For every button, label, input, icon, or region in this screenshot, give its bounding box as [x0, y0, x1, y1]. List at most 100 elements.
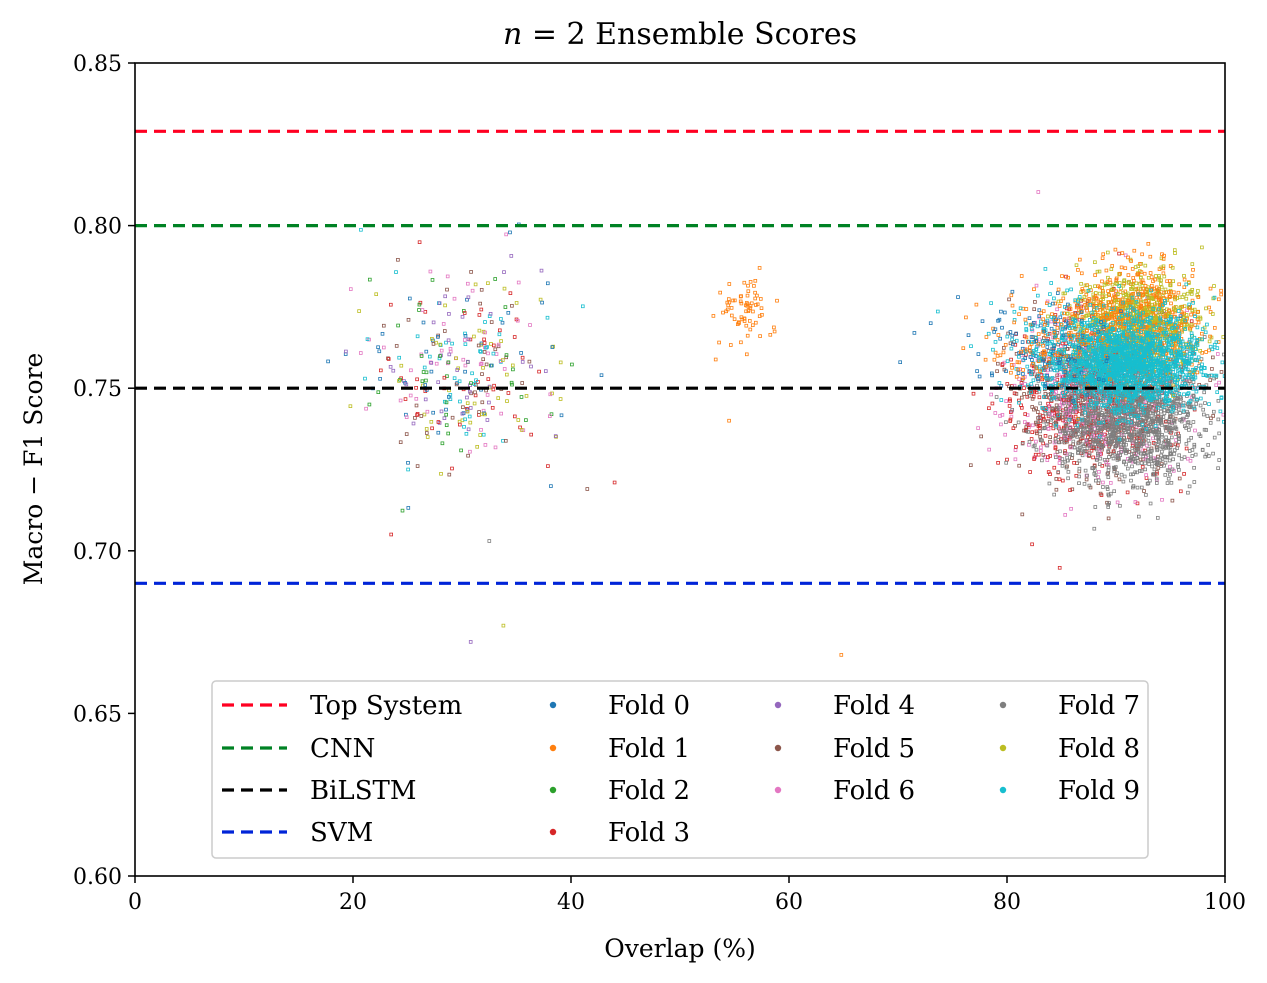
point-fold-8-195 — [439, 471, 443, 476]
point-fold-1-407 — [772, 329, 777, 334]
point-fold-4-154 — [344, 349, 348, 354]
point-fold-6-770 — [989, 392, 993, 397]
point-fold-0-197 — [519, 351, 523, 355]
point-fold-6-1542 — [1133, 500, 1138, 504]
point-fold-7-3283 — [1172, 419, 1176, 423]
point-fold-7-2571 — [1186, 438, 1191, 443]
point-fold-1-408 — [729, 343, 733, 347]
point-fold-3-1482 — [1011, 426, 1016, 430]
point-fold-9-81 — [427, 354, 432, 359]
point-fold-7-3296 — [1186, 413, 1190, 417]
point-fold-3-1738 — [1061, 478, 1065, 483]
point-fold-7-2085 — [1069, 434, 1073, 439]
point-fold-5-1806 — [1030, 396, 1035, 401]
point-fold-3-1575 — [1007, 404, 1012, 408]
point-fold-7-3059 — [1106, 475, 1111, 479]
point-fold-7-3061 — [1176, 401, 1180, 406]
point-fold-7-2914 — [1132, 427, 1137, 432]
point-fold-8-3779 — [1106, 275, 1110, 280]
point-fold-5-928 — [1209, 416, 1213, 421]
point-fold-7-2871 — [1141, 454, 1146, 459]
point-fold-7-3327 — [1122, 425, 1126, 429]
point-fold-6-906 — [1036, 190, 1041, 194]
point-fold-7-3031 — [1160, 423, 1164, 427]
point-fold-3-309 — [506, 391, 511, 395]
point-fold-5-1440 — [1035, 431, 1039, 436]
point-fold-3-536 — [1125, 490, 1130, 495]
point-fold-1-3909 — [1182, 285, 1187, 289]
point-fold-7-3265 — [1135, 456, 1139, 460]
point-fold-1-412 — [772, 325, 776, 330]
point-fold-7-2252 — [1064, 407, 1069, 411]
point-fold-8-137 — [475, 444, 479, 449]
point-fold-7-2976 — [1168, 442, 1172, 447]
point-fold-7-2646 — [1202, 390, 1207, 395]
point-fold-6-80 — [409, 368, 413, 373]
point-fold-1-4097 — [1172, 290, 1176, 295]
point-fold-3-1909 — [1053, 446, 1058, 451]
point-fold-7-2233 — [1184, 426, 1189, 430]
point-fold-1-4250 — [1100, 256, 1105, 260]
point-fold-1-388 — [736, 322, 740, 326]
point-fold-7-3305 — [1155, 432, 1159, 437]
point-fold-2-221 — [421, 370, 426, 374]
point-fold-7-2621 — [1216, 466, 1220, 470]
point-fold-8-4020 — [1079, 281, 1083, 286]
point-fold-1-361 — [746, 283, 750, 288]
point-fold-6-1160 — [1168, 464, 1172, 469]
point-fold-6-24 — [479, 361, 484, 366]
point-fold-7-3005 — [1140, 439, 1144, 443]
point-fold-7-2046 — [1159, 453, 1164, 458]
point-fold-6-664 — [1055, 307, 1059, 312]
point-fold-5-1416 — [1063, 451, 1067, 455]
point-fold-6-1843 — [1017, 377, 1021, 381]
point-fold-6-243 — [445, 274, 450, 279]
point-fold-5-250 — [445, 287, 449, 292]
point-fold-3-1018 — [1034, 429, 1039, 434]
point-fold-7-2458 — [1178, 411, 1182, 415]
point-fold-0-46 — [489, 363, 494, 368]
point-fold-7-2205 — [1168, 415, 1172, 420]
point-fold-1-3579 — [1219, 288, 1223, 293]
point-fold-8-4297 — [1173, 251, 1177, 255]
point-fold-1-4316 — [1093, 273, 1097, 277]
point-fold-7-3023 — [1076, 427, 1080, 432]
point-fold-7-3129 — [1098, 427, 1103, 431]
point-fold-1-385 — [752, 284, 756, 288]
point-fold-6-497 — [1216, 352, 1220, 356]
point-fold-7-2644 — [1089, 434, 1094, 439]
point-fold-8-3477 — [1093, 284, 1097, 288]
point-fold-1-4060 — [1196, 320, 1201, 325]
point-fold-6-181 — [462, 338, 467, 342]
point-fold-9-252 — [363, 376, 367, 381]
scatter-points — [326, 190, 1225, 657]
point-fold-7-2912 — [1140, 485, 1144, 490]
point-fold-3-490 — [1028, 470, 1032, 474]
point-fold-6-1669 — [998, 414, 1002, 418]
point-fold-2-219 — [367, 277, 372, 282]
point-fold-3-357 — [537, 369, 541, 374]
point-fold-6-1438 — [1185, 308, 1189, 312]
point-fold-3-915 — [1019, 381, 1024, 385]
point-fold-6-266 — [364, 406, 368, 411]
point-fold-3-990 — [1117, 251, 1121, 256]
point-fold-8-86 — [399, 363, 404, 368]
point-fold-1-400 — [758, 334, 762, 338]
point-fold-4-334 — [488, 311, 493, 316]
point-fold-3-447 — [1043, 433, 1048, 438]
point-fold-7-2613 — [1151, 472, 1156, 476]
point-fold-5-200 — [527, 359, 532, 364]
point-fold-3-1488 — [1046, 455, 1050, 459]
point-fold-8-3367 — [1147, 299, 1151, 303]
point-fold-2-344 — [446, 360, 451, 365]
point-fold-1-4448 — [1217, 297, 1221, 302]
point-fold-7-3132 — [1195, 398, 1200, 402]
point-fold-7-2368 — [1170, 467, 1175, 472]
point-fold-7-3029 — [1156, 401, 1161, 406]
point-fold-1-380 — [755, 302, 760, 307]
point-fold-9-186 — [394, 270, 398, 274]
point-fold-3-140 — [417, 240, 422, 245]
point-fold-7-2384 — [1160, 432, 1164, 437]
point-fold-6-272 — [502, 367, 507, 371]
